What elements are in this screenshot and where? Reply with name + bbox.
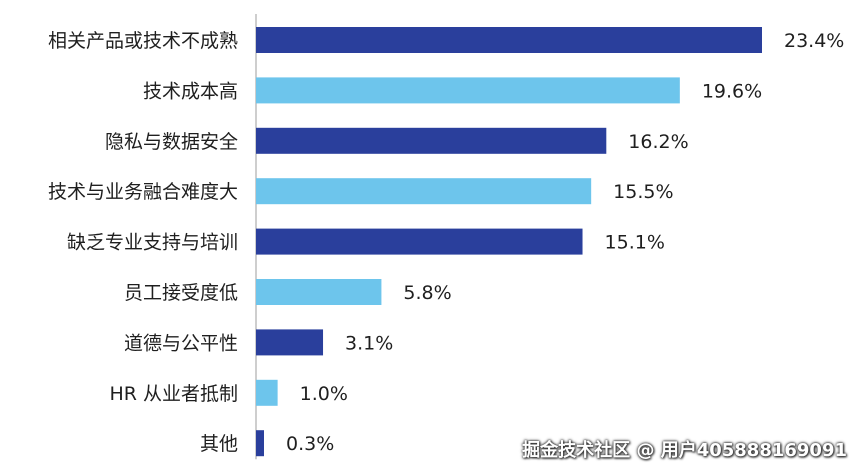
category-label: 相关产品或技术不成熟 (48, 30, 238, 52)
value-label: 15.5% (613, 181, 673, 203)
bar (256, 228, 583, 255)
value-label: 5.8% (403, 282, 451, 304)
value-label: 23.4% (784, 30, 844, 52)
bar (256, 127, 607, 154)
watermark: 掘金技术社区 @ 用户405888169091 (522, 440, 847, 461)
bar (256, 329, 324, 356)
bar (256, 77, 680, 104)
value-label: 1.0% (300, 383, 348, 405)
bar (256, 430, 264, 457)
category-label: 道德与公平性 (124, 332, 238, 354)
bar (256, 279, 382, 305)
bar (256, 27, 762, 53)
category-label: 隐私与数据安全 (105, 131, 238, 153)
bar (256, 379, 278, 406)
category-label: 技术成本高 (143, 80, 238, 102)
value-label: 16.2% (628, 131, 688, 153)
value-label: 0.3% (286, 433, 334, 455)
value-label: 3.1% (345, 332, 393, 354)
category-label: 缺乏专业支持与培训 (67, 232, 238, 254)
category-label: 员工接受度低 (124, 282, 238, 304)
category-label: 其他 (200, 433, 238, 455)
value-label: 19.6% (702, 80, 762, 102)
category-label: 技术与业务融合难度大 (48, 181, 238, 203)
category-label: HR 从业者抵制 (109, 383, 238, 405)
bar (256, 178, 592, 205)
value-label: 15.1% (605, 232, 665, 254)
